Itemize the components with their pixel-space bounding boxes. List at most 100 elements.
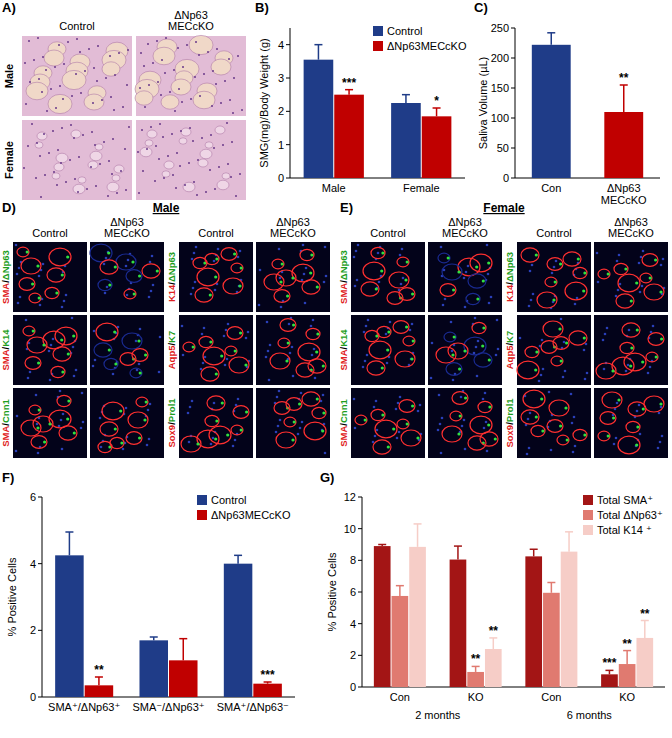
- y-tick-label: 1: [278, 139, 284, 151]
- structure: [626, 421, 640, 432]
- nucleus: [152, 284, 155, 287]
- nucleus: [213, 402, 216, 405]
- y-axis-label: % Positive Cells: [326, 552, 338, 631]
- marker: [220, 354, 223, 357]
- nucleus: [189, 127, 191, 129]
- marker: [607, 272, 610, 275]
- nucleus: [118, 52, 120, 54]
- structure: [126, 270, 142, 283]
- structure: [264, 274, 284, 290]
- nucleus: [189, 406, 192, 409]
- structure: [596, 363, 616, 379]
- structure: [399, 400, 415, 413]
- structure: [227, 327, 243, 340]
- nucleus: [65, 181, 67, 183]
- structure: [646, 352, 658, 362]
- marker: [660, 337, 663, 340]
- error-bar: [489, 638, 497, 649]
- micrograph-background: [179, 242, 253, 312]
- nucleus: [606, 327, 609, 330]
- nucleus: [25, 103, 27, 105]
- bar: [374, 546, 391, 687]
- nucleus: [75, 73, 77, 75]
- marker: [43, 440, 46, 443]
- nucleus: [162, 136, 164, 138]
- marker: [215, 257, 218, 260]
- nucleus: [649, 366, 652, 369]
- nucleus: [159, 123, 161, 125]
- nucleus: [38, 275, 41, 278]
- nucleus: [483, 427, 486, 430]
- marker: [37, 361, 40, 364]
- structure: [468, 436, 486, 450]
- error-bar: [623, 651, 631, 664]
- marker: [380, 269, 383, 272]
- nucleus: [120, 170, 122, 172]
- x-tick-label: KO: [468, 691, 484, 703]
- nucleus: [156, 40, 158, 42]
- error-line: [417, 524, 419, 547]
- marker: [630, 346, 633, 349]
- label-line: Con: [541, 691, 561, 703]
- header-line: Control: [370, 227, 405, 239]
- y-tick: [358, 592, 362, 593]
- bar: [55, 555, 84, 697]
- nucleus: [19, 296, 22, 299]
- tubule: [183, 182, 195, 192]
- y-tick: [38, 497, 42, 498]
- nucleus: [354, 427, 357, 430]
- marks: [532, 33, 643, 178]
- histology-background: [22, 120, 132, 200]
- error-bar: [378, 545, 386, 547]
- nucleus: [440, 452, 443, 455]
- structure: [286, 398, 302, 411]
- marker: [133, 292, 136, 295]
- nucleus: [195, 41, 197, 43]
- nucleus: [245, 337, 248, 340]
- nucleus: [188, 162, 190, 164]
- structure: [124, 289, 136, 299]
- nucleus: [597, 281, 600, 284]
- nucleus: [217, 248, 220, 251]
- nucleus: [125, 265, 128, 268]
- nucleus: [27, 377, 30, 380]
- structure: [199, 336, 213, 347]
- marker: [215, 372, 218, 375]
- nucleus: [353, 398, 356, 401]
- header-line: MECcKO: [442, 227, 488, 239]
- error-bar: [402, 95, 410, 103]
- structure: [272, 259, 284, 269]
- nucleus: [72, 346, 75, 349]
- structure: [197, 268, 219, 286]
- micrograph-background: [90, 388, 164, 458]
- nucleus: [365, 325, 368, 328]
- y-tick-label: 4: [30, 558, 36, 570]
- nucleus: [138, 192, 140, 194]
- nucleus: [71, 317, 74, 320]
- nucleus: [182, 66, 184, 68]
- nucleus: [188, 441, 191, 444]
- nucleus: [147, 43, 149, 45]
- nucleus: [538, 380, 541, 383]
- marker: [411, 292, 414, 295]
- nucleus: [126, 294, 129, 297]
- structure: [98, 279, 112, 290]
- structure: [436, 347, 456, 363]
- marker: [209, 293, 212, 296]
- header-line: MECcKO: [168, 20, 214, 32]
- nucleus: [197, 159, 199, 161]
- error-line: [237, 555, 239, 563]
- nucleus: [73, 375, 76, 378]
- structure: [221, 248, 237, 261]
- nucleus: [192, 287, 195, 290]
- error-line: [436, 108, 438, 116]
- micrograph: [13, 315, 87, 385]
- marker: [458, 367, 461, 370]
- micrograph: [13, 242, 87, 312]
- structure: [94, 343, 112, 357]
- marker: [215, 419, 218, 422]
- structure: [280, 319, 296, 332]
- nucleus: [203, 73, 205, 75]
- nucleus: [477, 340, 480, 343]
- marker: [114, 265, 117, 268]
